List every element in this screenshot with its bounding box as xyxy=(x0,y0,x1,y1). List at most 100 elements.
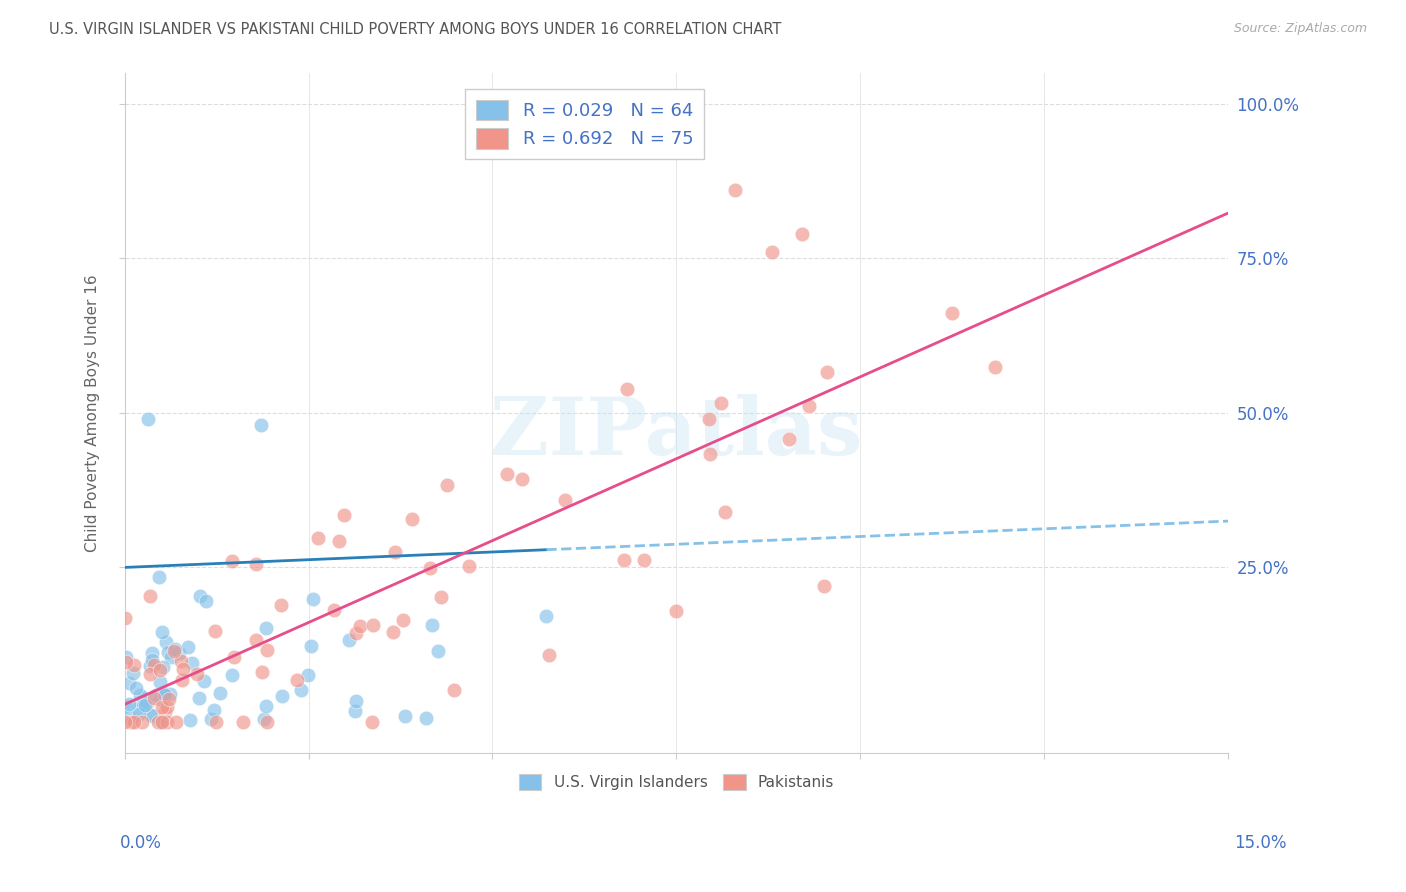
Point xyxy=(436,478,458,492)
Point xyxy=(323,603,346,617)
Point xyxy=(167,646,190,660)
Point xyxy=(150,699,173,714)
Point xyxy=(790,227,813,241)
Point xyxy=(245,632,267,647)
Point xyxy=(114,610,136,624)
Point xyxy=(163,643,186,657)
Point xyxy=(148,714,170,729)
Point xyxy=(361,714,384,729)
Point xyxy=(135,696,157,710)
Point xyxy=(415,711,437,725)
Point xyxy=(401,512,423,526)
Point xyxy=(778,432,800,446)
Point xyxy=(153,687,176,701)
Point xyxy=(186,667,208,681)
Point xyxy=(149,675,172,690)
Point xyxy=(254,699,277,714)
Point xyxy=(332,508,354,522)
Point xyxy=(141,646,163,660)
Text: U.S. VIRGIN ISLANDER VS PAKISTANI CHILD POVERTY AMONG BOYS UNDER 16 CORRELATION : U.S. VIRGIN ISLANDER VS PAKISTANI CHILD … xyxy=(49,22,782,37)
Point xyxy=(344,626,367,640)
Point xyxy=(799,399,821,413)
Point xyxy=(169,654,191,668)
Point xyxy=(165,714,187,729)
Point xyxy=(941,306,963,320)
Point xyxy=(426,644,449,658)
Point xyxy=(495,467,517,482)
Point xyxy=(114,714,136,729)
Point xyxy=(195,594,218,608)
Point xyxy=(125,681,148,696)
Point xyxy=(665,604,688,618)
Legend: U.S. Virgin Islanders, Pakistanis: U.S. Virgin Islanders, Pakistanis xyxy=(512,768,841,797)
Point xyxy=(344,694,367,708)
Point xyxy=(815,365,838,379)
Point xyxy=(297,668,319,682)
Point xyxy=(134,698,156,712)
Point xyxy=(221,554,243,568)
Point xyxy=(714,505,737,519)
Text: 15.0%: 15.0% xyxy=(1234,834,1286,852)
Point xyxy=(155,688,177,702)
Point xyxy=(149,663,172,677)
Point xyxy=(139,658,162,673)
Point xyxy=(429,590,451,604)
Point xyxy=(149,714,172,729)
Point xyxy=(176,640,198,655)
Point xyxy=(457,558,479,573)
Point xyxy=(148,570,170,584)
Point xyxy=(143,690,166,705)
Point xyxy=(204,624,226,639)
Point xyxy=(349,619,371,633)
Point xyxy=(307,531,329,545)
Point xyxy=(179,713,201,727)
Point xyxy=(202,703,225,717)
Point xyxy=(420,618,443,632)
Text: Source: ZipAtlas.com: Source: ZipAtlas.com xyxy=(1233,22,1367,36)
Point xyxy=(141,653,163,667)
Point xyxy=(394,709,416,723)
Point xyxy=(157,645,180,659)
Point xyxy=(253,713,276,727)
Point xyxy=(142,708,165,723)
Point xyxy=(128,707,150,722)
Point xyxy=(761,245,783,260)
Point xyxy=(163,642,186,657)
Point xyxy=(256,642,278,657)
Point xyxy=(117,697,139,711)
Point xyxy=(149,691,172,706)
Point xyxy=(200,712,222,726)
Point xyxy=(136,412,159,426)
Point xyxy=(180,657,202,671)
Point xyxy=(193,674,215,689)
Point xyxy=(443,682,465,697)
Point xyxy=(118,676,141,690)
Point xyxy=(155,687,177,701)
Point xyxy=(132,698,155,713)
Point xyxy=(209,686,232,700)
Point xyxy=(697,412,720,426)
Point xyxy=(155,635,177,649)
Point xyxy=(224,649,246,664)
Point xyxy=(710,396,733,410)
Point xyxy=(157,691,180,706)
Point xyxy=(172,662,194,676)
Point xyxy=(114,698,136,713)
Point xyxy=(150,624,173,639)
Point xyxy=(302,591,325,606)
Point xyxy=(328,534,350,549)
Point xyxy=(139,666,162,681)
Point xyxy=(984,359,1007,374)
Point xyxy=(554,492,576,507)
Point xyxy=(290,683,312,698)
Point xyxy=(188,590,211,604)
Point xyxy=(132,690,155,705)
Point xyxy=(131,714,153,729)
Point xyxy=(270,599,292,613)
Point xyxy=(127,701,149,715)
Point xyxy=(124,714,146,729)
Text: 0.0%: 0.0% xyxy=(120,834,162,852)
Point xyxy=(250,418,273,433)
Point xyxy=(121,714,143,729)
Point xyxy=(381,624,404,639)
